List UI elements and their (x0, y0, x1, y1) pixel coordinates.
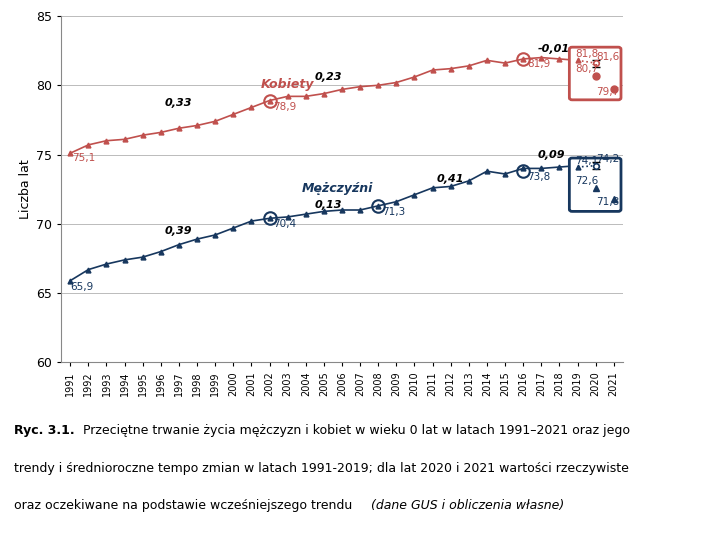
FancyBboxPatch shape (570, 47, 621, 100)
Text: trendy i średnioroczne tempo zmian w latach 1991-2019; dla lat 2020 i 2021 warto: trendy i średnioroczne tempo zmian w lat… (14, 462, 629, 475)
Text: 80,7: 80,7 (575, 64, 598, 74)
Text: 0,23: 0,23 (315, 72, 342, 82)
Text: 71,3: 71,3 (382, 207, 405, 217)
Text: 0,09: 0,09 (538, 150, 565, 160)
Text: -0,01: -0,01 (538, 44, 570, 54)
Text: 71,8: 71,8 (597, 197, 620, 207)
Text: (dane GUS i obliczenia własne): (dane GUS i obliczenia własne) (371, 499, 564, 512)
Y-axis label: Liczba lat: Liczba lat (19, 159, 32, 219)
Text: 0,33: 0,33 (164, 98, 192, 108)
Text: 74,1: 74,1 (575, 156, 598, 166)
Text: 81,9: 81,9 (527, 59, 550, 69)
Text: 81,6: 81,6 (597, 52, 620, 62)
Text: 0,41: 0,41 (436, 174, 464, 184)
Text: 79,7: 79,7 (597, 87, 620, 97)
Text: 72,6: 72,6 (575, 176, 598, 187)
Text: 0,13: 0,13 (315, 200, 342, 210)
Text: 74,2: 74,2 (597, 154, 620, 164)
FancyBboxPatch shape (570, 158, 621, 212)
Text: 65,9: 65,9 (71, 281, 94, 292)
Text: oraz oczekiwane na podstawie wcześniejszego trendu: oraz oczekiwane na podstawie wcześniejsz… (14, 499, 356, 512)
Text: Ryc. 3.1.: Ryc. 3.1. (14, 424, 75, 438)
Text: 73,8: 73,8 (527, 172, 550, 182)
Text: 81,8: 81,8 (575, 49, 598, 59)
Text: Kobiety: Kobiety (261, 78, 314, 91)
Text: Przeciętne trwanie życia mężczyzn i kobiet w wieku 0 lat w latach 1991–2021 oraz: Przeciętne trwanie życia mężczyzn i kobi… (83, 424, 630, 438)
Text: 0,39: 0,39 (164, 225, 192, 236)
Text: 75,1: 75,1 (72, 153, 95, 163)
Text: 70,4: 70,4 (273, 219, 297, 229)
Text: 78,9: 78,9 (273, 101, 297, 111)
Text: Mężczyźni: Mężczyźni (302, 182, 374, 195)
